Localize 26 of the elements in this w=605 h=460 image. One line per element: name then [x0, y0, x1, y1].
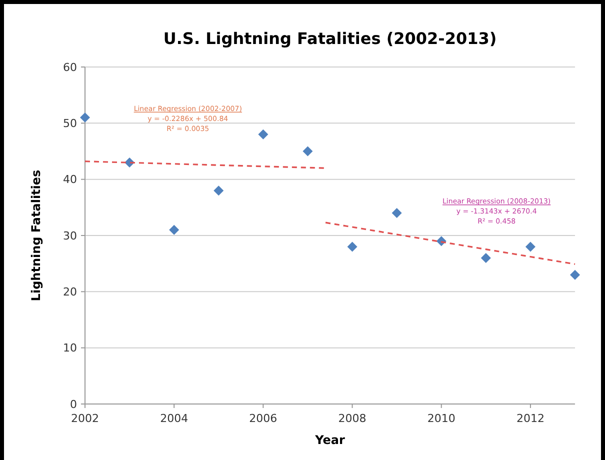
y-axis-title: Lightning Fatalities: [29, 170, 43, 302]
x-tick-label: 2012: [516, 412, 544, 425]
point: [258, 129, 268, 140]
point: [480, 252, 491, 263]
x-tick-label: 2010: [427, 412, 456, 425]
y-tick-label: 0: [70, 398, 77, 411]
x-axis-title: Year: [314, 433, 345, 447]
point: [525, 242, 536, 252]
point: [214, 186, 224, 196]
point: [80, 112, 90, 123]
y-tick-label: 60: [63, 60, 77, 74]
chart-title: U.S. Lightning Fatalities (2002-2013): [163, 29, 497, 48]
x-tick-label: 2006: [249, 412, 278, 425]
x-tick-label: 2004: [160, 412, 188, 425]
x-tick-label: 2002: [71, 412, 99, 425]
y-tick-label: 50: [63, 117, 77, 130]
point: [302, 146, 313, 156]
y-tick-label: 40: [63, 173, 77, 186]
point: [392, 208, 402, 218]
y-tick-label: 10: [63, 342, 77, 355]
x-tick-label: 2008: [338, 412, 366, 425]
point: [347, 242, 358, 252]
point: [169, 224, 180, 235]
point: [570, 270, 580, 280]
y-tick-label: 20: [63, 286, 77, 299]
y-tick-label: 30: [63, 229, 77, 242]
